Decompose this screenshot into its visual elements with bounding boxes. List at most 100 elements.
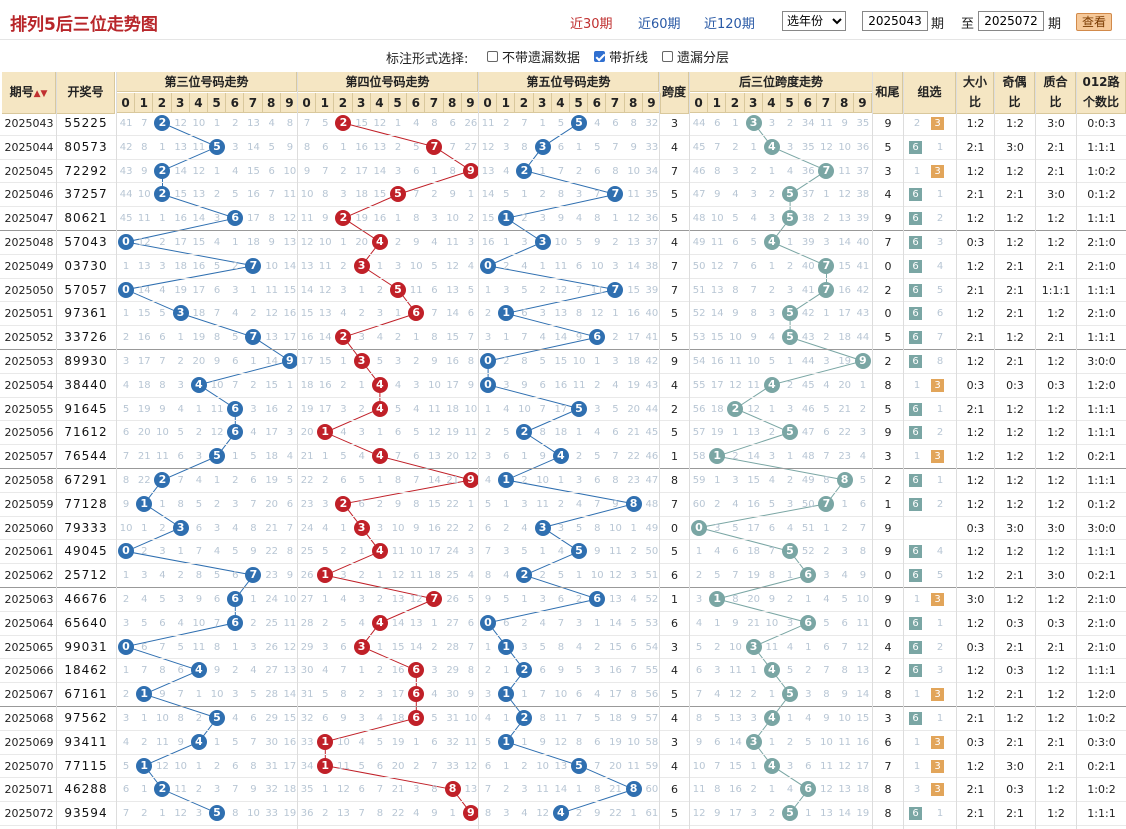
m5-missing-cell: 7: [575, 713, 583, 724]
m4-missing-cell: 1: [413, 332, 420, 344]
m3-missing-cell: 5: [286, 475, 294, 486]
group-tag: 3: [931, 378, 944, 392]
m4-missing-cell: 14: [318, 332, 332, 344]
m3-missing-cell: 12: [137, 237, 151, 248]
m4-missing-cell: 6: [322, 713, 329, 724]
m5-missing-cell: 7: [612, 451, 619, 463]
prime-composite-cell: 1:2: [1047, 450, 1065, 464]
group-tag: 3: [931, 593, 944, 606]
draw-number-cell: 89930: [64, 354, 108, 368]
period-cell: 2025071: [4, 783, 54, 797]
m4-missing-cell: 7: [413, 475, 420, 486]
m5-missing-cell: 2: [612, 237, 619, 248]
m3-ball: 5: [209, 710, 225, 726]
m5-missing-cell: 7: [594, 498, 601, 510]
header-sum-tail: 和尾: [873, 72, 903, 114]
m3-missing-cell: 11: [156, 736, 169, 748]
query-button[interactable]: 查看: [1076, 13, 1112, 31]
m5-missing-cell: 5: [575, 522, 583, 534]
draw-number-cell: 80621: [64, 211, 108, 226]
group-tag: 6: [909, 426, 922, 440]
m5-missing-cell: 9: [630, 141, 637, 153]
option-with-line[interactable]: 带折线: [594, 47, 648, 66]
m5-missing-cell: 16: [554, 379, 568, 391]
st-missing-cell: 4: [859, 451, 867, 463]
st-missing-cell: 1: [732, 427, 739, 439]
m5-missing-cell: 42: [645, 356, 659, 367]
m3-missing-cell: 1: [141, 713, 148, 724]
m3-missing-cell: 6: [141, 641, 148, 653]
m4-missing-cell: 3: [376, 308, 384, 320]
m5-missing-cell: 11: [627, 189, 641, 201]
m3-missing-cell: 2: [250, 379, 257, 391]
m5-missing-cell: 14: [609, 617, 622, 629]
option-layered-missing[interactable]: 遗漏分层: [662, 47, 729, 66]
m4-missing-cell: 3: [358, 713, 365, 724]
st-missing-cell: 4: [786, 641, 794, 653]
m5-missing-cell: 46: [645, 451, 659, 463]
recent-60-link[interactable]: 近60期: [638, 17, 681, 32]
table-row: 2025058 67291 8 22 2 7 4 1 2 6 19 5 22 2 6 5 1 8 7 14 21 9 4 1 2…: [0, 469, 1126, 493]
m4-ball: 1: [317, 424, 334, 441]
option-no-missing[interactable]: 不带遗漏数据: [487, 47, 580, 66]
m3-missing-cell: 3: [213, 213, 221, 225]
m4-ball: 2: [335, 115, 352, 131]
st-missing-cell: 6: [823, 641, 830, 653]
m4-missing-cell: 3: [394, 165, 402, 177]
sum-tail-cell: 2: [884, 283, 892, 297]
recent-30-link[interactable]: 近30期: [570, 17, 613, 32]
checkbox-icon[interactable]: [662, 51, 673, 62]
st-missing-cell: 11: [692, 784, 706, 796]
draw-number-cell: 57057: [64, 282, 108, 297]
column-separator: [56, 72, 57, 829]
header-period-label[interactable]: 期号: [9, 85, 34, 99]
st-missing-cell: 3: [786, 141, 794, 153]
m4-missing-cell: 9: [340, 713, 347, 724]
year-select[interactable]: 选年份: [782, 11, 846, 31]
m5-missing-cell: 3: [521, 641, 528, 653]
from-period-input[interactable]: [862, 11, 928, 31]
road-012-cell: 0:2:1: [1087, 759, 1116, 773]
header-pos4: 第四位号码走势: [298, 72, 478, 92]
st-missing-cell: 8: [714, 165, 721, 177]
draw-number-cell: 97361: [64, 306, 108, 321]
st-missing-cell: 2: [768, 284, 776, 296]
draw-number-cell: 18462: [64, 663, 108, 678]
digit-header-st-7: 7: [817, 93, 836, 113]
st-missing-cell: 1: [732, 118, 739, 129]
m5-missing-cell: 10: [536, 475, 550, 486]
checkbox-icon[interactable]: [487, 51, 498, 62]
m5-missing-cell: 1: [521, 689, 528, 701]
st-missing-cell: 39: [856, 213, 870, 225]
m3-missing-cell: 3: [250, 403, 257, 415]
to-period-input[interactable]: [978, 11, 1044, 31]
st-missing-cell: 10: [729, 641, 742, 653]
m3-missing-cell: 5: [232, 189, 239, 201]
m3-missing-cell: 10: [283, 165, 297, 177]
st-missing-cell: 1: [805, 641, 812, 653]
road-012-cell: 1:0:2: [1087, 164, 1116, 178]
m5-ball: 7: [607, 186, 624, 203]
m3-missing-cell: 5: [232, 736, 239, 748]
group-missing-cell: 4: [936, 260, 944, 272]
recent-120-link[interactable]: 近120期: [704, 17, 755, 32]
st-missing-cell: 2: [714, 641, 721, 653]
column-separator: [872, 72, 873, 829]
m5-missing-cell: 11: [554, 713, 568, 724]
m3-missing-cell: 1: [213, 165, 221, 177]
st-missing-cell: 10: [838, 713, 852, 724]
table-row: 2025046 37257 44 10 2 15 13 2 5 16 7 11 10 8 3 18 15 5 7 2 9…: [0, 183, 1126, 208]
m4-missing-cell: 11: [300, 213, 314, 225]
checkbox-checked-icon[interactable]: [594, 51, 605, 62]
m3-missing-cell: 19: [192, 332, 206, 344]
m5-missing-cell: 5: [575, 665, 583, 677]
m4-missing-cell: 3: [322, 641, 329, 653]
m4-missing-cell: 18: [300, 379, 314, 391]
m4-missing-cell: 15: [446, 332, 460, 344]
m3-missing-cell: 15: [283, 284, 297, 296]
sort-icon[interactable]: ▲▼: [33, 89, 48, 99]
st-missing-cell: 35: [856, 118, 870, 129]
road-012-cell: 1:1:1: [1087, 140, 1116, 154]
m4-missing-cell: 2: [376, 498, 384, 510]
st-missing-cell: 6: [714, 118, 721, 129]
